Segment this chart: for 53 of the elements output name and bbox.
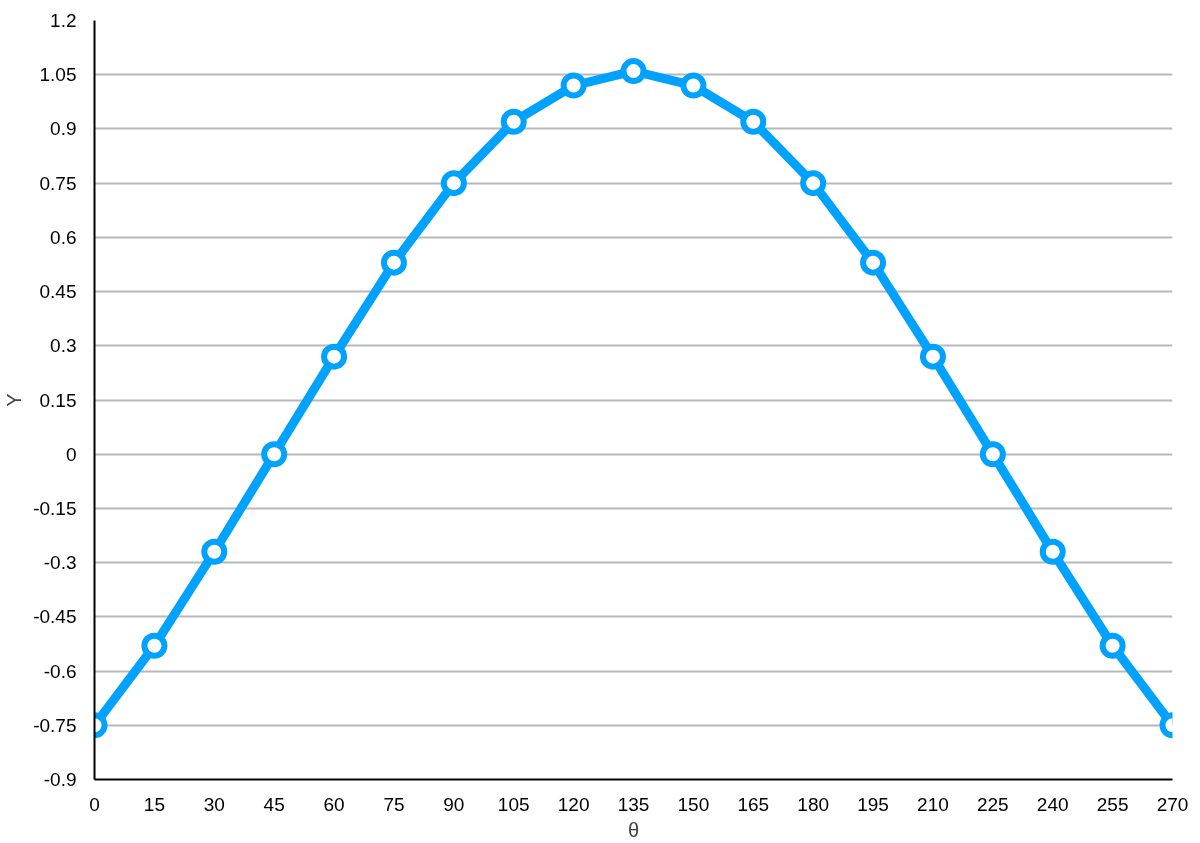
- point: [1039, 538, 1066, 565]
- point: [141, 632, 168, 659]
- point: [680, 72, 707, 99]
- x-tick-label: 90: [443, 793, 465, 815]
- x-tick-label: 0: [89, 793, 100, 815]
- point: [800, 170, 827, 197]
- y-tick-label: -0.3: [43, 552, 77, 574]
- point: [321, 343, 348, 370]
- point: [740, 108, 767, 135]
- y-tick-label: -0.75: [33, 714, 77, 736]
- point: [440, 170, 467, 197]
- point: [560, 72, 587, 99]
- y-tick-label: 0.3: [50, 335, 77, 357]
- point: [201, 538, 228, 565]
- y-tick-label: 0.45: [39, 281, 77, 303]
- y-tick-label: 0: [65, 443, 77, 465]
- point: [261, 441, 288, 468]
- x-tick-label: 15: [143, 793, 165, 815]
- x-tick-label: 135: [617, 793, 650, 815]
- x-tick-label: 240: [1036, 793, 1069, 815]
- x-tick-label: 105: [497, 793, 530, 815]
- point: [1099, 632, 1126, 659]
- x-tick-label: 30: [203, 793, 225, 815]
- x-tick-label: 150: [677, 793, 710, 815]
- point: [500, 108, 527, 135]
- point: [620, 58, 647, 85]
- y-tick-label: 1.2: [50, 10, 77, 31]
- point: [380, 249, 407, 276]
- y-tick-label: -0.9: [43, 769, 77, 790]
- y-tick-label: -0.45: [33, 606, 77, 628]
- y-tick-label: 0.6: [50, 226, 77, 248]
- x-tick-label: 120: [557, 793, 590, 815]
- point: [919, 343, 946, 370]
- x-tick-label: 180: [797, 793, 830, 815]
- x-tick-label: 195: [857, 793, 889, 815]
- y-tick-label: 0.9: [50, 118, 77, 140]
- x-axis-title: θ: [627, 818, 640, 841]
- point: [860, 249, 887, 276]
- y-tick-label: -0.6: [43, 660, 77, 682]
- x-tick-label: 270: [1156, 793, 1189, 815]
- point: [979, 441, 1006, 468]
- x-tick-label: 60: [323, 793, 345, 815]
- x-tick-label: 210: [917, 793, 949, 815]
- x-tick-label: 45: [263, 793, 285, 815]
- y-tick-label: 1.05: [39, 64, 77, 86]
- x-tick-label: 255: [1096, 793, 1129, 815]
- y-tick-label: 0.75: [39, 172, 77, 194]
- y-tick-label: 0.15: [39, 389, 77, 411]
- x-tick-label: 165: [737, 793, 770, 815]
- y-tick-label: -0.15: [33, 497, 77, 519]
- x-tick-label: 75: [383, 793, 405, 815]
- y-axis-title: Y: [3, 393, 26, 407]
- x-tick-label: 225: [976, 793, 1009, 815]
